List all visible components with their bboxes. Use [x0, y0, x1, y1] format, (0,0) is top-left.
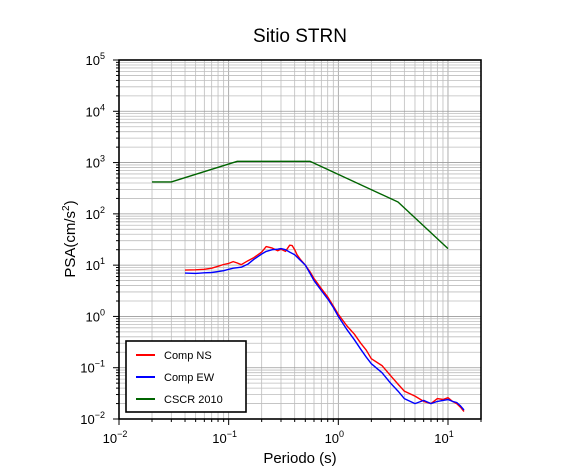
grid: [118, 59, 482, 420]
series-line-comp-ns: [184, 244, 465, 412]
x-tick-label: 100: [325, 429, 344, 446]
legend-label-comp-ns: Comp NS: [164, 350, 212, 362]
y-tick-label: 101: [86, 256, 105, 273]
y-tick-label: 102: [86, 205, 105, 222]
legend: Comp NS Comp EW CSCR 2010: [125, 340, 247, 413]
y-tick-label: 100: [86, 307, 105, 324]
x-tick-label: 10−2: [103, 429, 128, 446]
x-tick-label: 10−1: [212, 429, 237, 446]
x-axis-label: Periodo (s): [263, 450, 336, 467]
series-lines: [152, 160, 465, 412]
chart-title: Sitio STRN: [253, 26, 347, 47]
y-tick-label: 103: [86, 154, 105, 171]
y-tick-label: 10−1: [80, 359, 105, 376]
axis-ticks: [113, 59, 482, 425]
legend-label-cscr-2010: CSCR 2010: [164, 394, 223, 406]
y-tick-label: 105: [86, 51, 105, 68]
series-line-comp-ew: [184, 247, 465, 411]
series-line-cscr-2010: [152, 160, 449, 250]
y-tick-label: 104: [86, 102, 105, 119]
legend-label-comp-ew: Comp EW: [164, 372, 215, 384]
y-tick-label: 10−2: [80, 410, 105, 427]
plot-frame: [118, 59, 482, 420]
y-axis-label: PSA(cm/s2): [61, 200, 79, 277]
x-tick-label: 101: [434, 429, 453, 446]
